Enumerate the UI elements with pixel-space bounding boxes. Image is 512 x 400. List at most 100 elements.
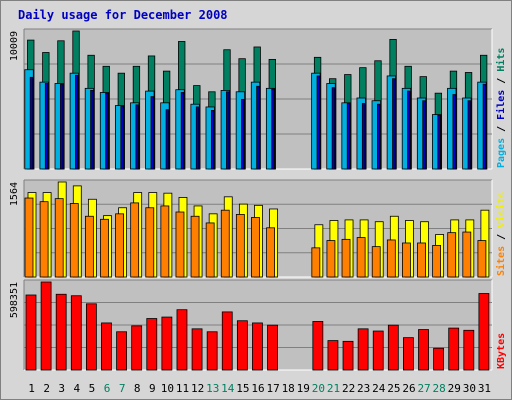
x-tick-label: 5 <box>89 382 96 395</box>
bar-kbytes <box>372 330 384 371</box>
x-tick-label: 16 <box>251 382 264 395</box>
bar-pages <box>401 87 412 170</box>
bar-sites <box>251 217 260 278</box>
bar-sites <box>175 211 185 278</box>
bar-pages <box>311 72 321 170</box>
bar-pages <box>99 92 110 170</box>
bar-pages <box>39 81 49 170</box>
bar-files <box>59 83 64 170</box>
x-tick-label: 21 <box>327 382 340 395</box>
bar-sites <box>24 197 34 278</box>
bar-pages <box>356 97 366 170</box>
bar-sites <box>447 232 457 278</box>
bar-sites <box>326 240 336 278</box>
x-tick-label: 30 <box>463 382 476 395</box>
y-max-label: 10009 <box>9 31 20 61</box>
bar-kbytes <box>403 337 414 371</box>
bar-files <box>29 76 34 170</box>
x-tick-label: 9 <box>149 382 156 395</box>
bar-pages <box>416 97 427 170</box>
bar-kbytes <box>387 324 399 371</box>
bar-pages <box>130 102 140 170</box>
bar-files <box>105 92 109 170</box>
bar-files <box>75 74 79 170</box>
bar-pages <box>69 72 79 170</box>
bar-files <box>180 92 185 170</box>
bar-files <box>437 114 441 170</box>
y-max-label: 1564 <box>9 182 20 206</box>
bar-pages <box>220 90 230 170</box>
bar-files <box>241 98 245 170</box>
bar-files <box>150 96 154 170</box>
bar-pages <box>326 83 336 170</box>
bar-files <box>120 105 124 170</box>
bar-pages <box>432 114 442 170</box>
x-tick-label: 8 <box>134 382 141 395</box>
bar-pages <box>175 89 185 170</box>
x-tick-label: 1 <box>28 382 35 395</box>
bar-sites <box>220 209 230 278</box>
bar-sites <box>69 203 79 278</box>
x-tick-label: 14 <box>221 382 235 395</box>
bar-files <box>271 88 275 170</box>
x-tick-label: 20 <box>312 382 325 395</box>
chart-title: Daily usage for December 2008 <box>18 8 228 22</box>
bar-kbytes <box>55 293 67 371</box>
x-tick-label: 7 <box>119 382 126 395</box>
bar-pages <box>190 103 200 170</box>
bar-pages <box>24 69 34 170</box>
x-tick-label: 26 <box>402 382 415 395</box>
legend-text: Visits <box>495 192 507 228</box>
x-tick-label: 12 <box>191 382 204 395</box>
bar-kbytes <box>418 329 429 371</box>
bar-sites <box>266 227 275 278</box>
legend-label: Sites / Visits <box>495 192 507 276</box>
bar-pages <box>54 83 64 170</box>
bar-sites <box>145 207 155 278</box>
legend-text: / <box>496 120 507 138</box>
bar-sites <box>402 242 411 278</box>
x-tick-label: 23 <box>357 382 370 395</box>
x-tick-label: 2 <box>43 382 50 395</box>
bar-sites <box>160 205 170 278</box>
legend-text: / <box>496 228 507 246</box>
bar-kbytes <box>312 321 324 371</box>
bar-pages <box>145 90 155 170</box>
x-axis-labels: 1 2 3 4 5 6 7 8 9 10 11 12 13 14 15 16 17 18 19 20 21 22 23 24 2… <box>28 382 491 395</box>
bar-sites <box>386 239 396 278</box>
y-max-label: 598351 <box>9 282 20 318</box>
bar-files <box>210 110 215 170</box>
bar-pages <box>447 87 457 170</box>
bar-pages <box>371 100 381 170</box>
x-tick-label: 3 <box>58 382 65 395</box>
bar-kbytes <box>327 340 339 371</box>
bar-pages <box>265 87 276 170</box>
bar-kbytes <box>206 331 218 371</box>
x-tick-label: 24 <box>372 382 386 395</box>
bar-kbytes <box>161 316 173 371</box>
bar-files <box>422 100 426 170</box>
bar-sites <box>39 201 49 278</box>
x-tick-label: 4 <box>74 382 81 395</box>
bar-files <box>482 83 487 170</box>
x-tick-label: 31 <box>478 382 491 395</box>
bar-pages <box>84 87 95 170</box>
bar-pages <box>160 102 170 170</box>
legend-text: Files <box>495 90 507 120</box>
panel-visits-sites: 1564 Sites / Visits <box>9 179 507 278</box>
bar-kbytes <box>25 294 37 371</box>
bar-pages <box>250 81 261 170</box>
bar-sites <box>190 215 200 278</box>
bar-kbytes <box>478 293 490 371</box>
bar-kbytes <box>85 303 97 371</box>
bar-kbytes <box>116 331 127 371</box>
bar-pages <box>341 102 351 170</box>
bar-kbytes <box>342 340 354 371</box>
panel-hits-files-pages: 10009 Pages / Files / Hits <box>9 28 507 170</box>
bar-kbytes <box>131 325 143 371</box>
legend-text: Hits <box>495 48 507 72</box>
x-tick-label: 18 <box>282 382 295 395</box>
legend-label: KBytes <box>496 333 507 369</box>
bar-kbytes <box>448 327 460 371</box>
